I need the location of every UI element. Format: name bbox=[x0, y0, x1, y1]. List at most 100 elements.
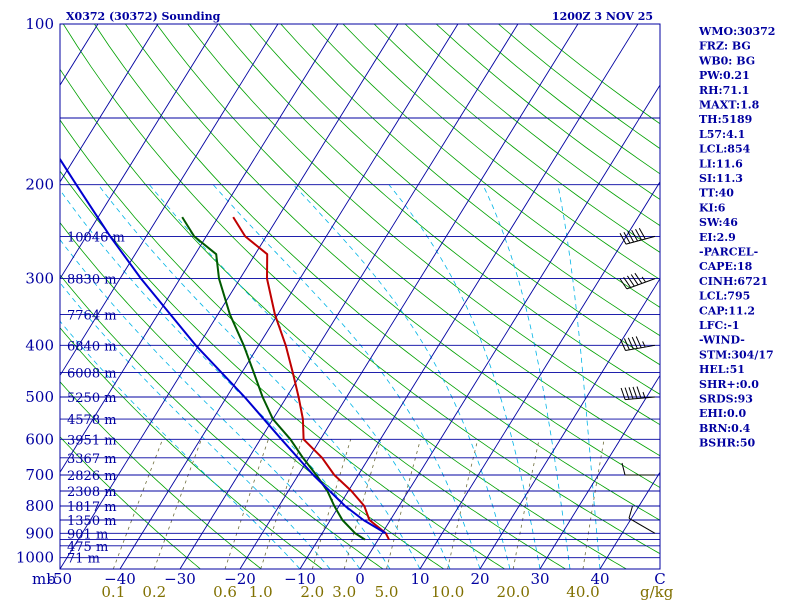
height-label: 2826 m bbox=[67, 469, 117, 484]
wind-barb-feather bbox=[627, 337, 634, 350]
moist-adiabat-line bbox=[97, 184, 421, 569]
temperature-tick-label: C bbox=[654, 570, 665, 588]
dry-adiabat-line bbox=[187, 24, 660, 426]
isotherm-line bbox=[60, 24, 339, 474]
isotherm-line bbox=[0, 24, 38, 569]
height-label: 3367 m bbox=[67, 452, 117, 467]
isotherm-line bbox=[479, 277, 660, 569]
mixing-ratio-line bbox=[153, 439, 202, 569]
dry-adiabat-line bbox=[249, 24, 660, 366]
height-label: 5250 m bbox=[67, 391, 117, 406]
height-label: 10046 m bbox=[67, 230, 125, 245]
wind-barb-feather bbox=[638, 227, 646, 240]
mixing-ratio-label: 40.0 bbox=[566, 583, 599, 600]
height-label: 71 m bbox=[67, 552, 100, 567]
temperature-tick-label: 10 bbox=[410, 570, 429, 588]
isotherm-line bbox=[60, 24, 279, 377]
index-entry: BSHR:50 bbox=[699, 437, 755, 450]
index-entry: LCL:795 bbox=[699, 290, 750, 303]
wind-barb bbox=[628, 506, 656, 534]
index-entry: L57:4.1 bbox=[699, 128, 745, 141]
moist-adiabats bbox=[60, 184, 601, 569]
pressure-tick-label: 400 bbox=[25, 336, 54, 354]
temperature-tick-label: −20 bbox=[224, 570, 256, 588]
temperature-profile bbox=[232, 216, 390, 541]
temperature-tick-label: −10 bbox=[284, 570, 316, 588]
height-label: 1350 m bbox=[67, 514, 117, 529]
pressure-tick-label: 700 bbox=[25, 466, 54, 484]
isotherm-line bbox=[539, 374, 660, 569]
station-title: X0372 (30372) Sounding bbox=[66, 10, 221, 23]
parcel-profile bbox=[60, 157, 387, 535]
moist-adiabat-line bbox=[293, 184, 511, 569]
dry-adiabats bbox=[60, 24, 660, 569]
index-entry: WMO:30372 bbox=[698, 25, 775, 38]
index-entry: BRN:0.4 bbox=[699, 422, 751, 435]
temperature-tick-label: 40 bbox=[590, 570, 609, 588]
isotherm-line bbox=[239, 24, 579, 569]
mixing-ratio-line bbox=[311, 439, 352, 569]
moist-adiabat-line bbox=[557, 184, 601, 569]
isotherm-line bbox=[119, 24, 459, 569]
index-entry: FRZ: BG bbox=[699, 40, 751, 53]
wind-barb-feather bbox=[619, 338, 626, 351]
height-label: 901 m bbox=[67, 527, 108, 542]
mixing-ratio-unit-label: g/kg bbox=[640, 583, 674, 600]
index-entry: TT:40 bbox=[699, 187, 734, 200]
wind-barb-staff bbox=[628, 517, 656, 534]
wind-barb-feather bbox=[630, 274, 639, 286]
moist-adiabat-line bbox=[60, 282, 331, 569]
index-entry: WB0: BG bbox=[698, 54, 755, 67]
wind-barb bbox=[619, 227, 656, 245]
wind-barb-feather bbox=[623, 338, 630, 351]
dry-adiabat-line bbox=[60, 436, 201, 569]
pressure-tick-label: 100 bbox=[25, 15, 54, 33]
wind-barb bbox=[620, 386, 656, 401]
dry-adiabat-line bbox=[60, 222, 445, 569]
wind-barb-half-feather bbox=[641, 276, 647, 283]
index-entry: LFC:-1 bbox=[699, 319, 740, 332]
height-label: 475 m bbox=[67, 540, 108, 555]
wind-barb-feather bbox=[631, 229, 639, 242]
index-entry: STM:304/17 bbox=[699, 348, 774, 361]
mixing-ratio-label: 20.0 bbox=[497, 583, 530, 600]
pressure-tick-label: 300 bbox=[25, 270, 54, 288]
moist-adiabat-line bbox=[388, 184, 541, 569]
pressure-tick-label: 200 bbox=[25, 176, 54, 194]
dry-adiabat-line bbox=[342, 24, 660, 281]
wind-barbs bbox=[619, 227, 656, 534]
dry-adiabat-line bbox=[60, 68, 627, 569]
index-entry: CAP:11.2 bbox=[699, 304, 755, 317]
isobars bbox=[60, 117, 660, 569]
height-label: 6008 m bbox=[67, 367, 117, 382]
index-entry: SI:11.3 bbox=[699, 172, 743, 185]
wind-barb-feather bbox=[619, 233, 627, 245]
wind-barb-feather bbox=[635, 228, 642, 241]
dry-adiabat-line bbox=[62, 24, 660, 555]
isotherm-line bbox=[60, 24, 219, 280]
index-entry: MAXT:1.8 bbox=[699, 99, 760, 112]
dry-adiabat-line bbox=[311, 24, 660, 308]
wind-barb-feather bbox=[628, 387, 634, 400]
wind-barb-staff bbox=[626, 278, 656, 290]
index-entry: -PARCEL- bbox=[699, 246, 758, 259]
wind-barb-feather bbox=[634, 272, 643, 284]
wind-barb bbox=[621, 462, 656, 476]
pressure-tick-label: 1000 bbox=[16, 549, 54, 567]
index-entry: CINH:6721 bbox=[699, 275, 768, 288]
mixing-ratio-label: 5.0 bbox=[375, 583, 399, 600]
pressure-tick-label: 900 bbox=[25, 524, 54, 542]
height-label: 6840 m bbox=[67, 339, 117, 354]
valid-time: 1200Z 3 NOV 25 bbox=[552, 10, 653, 23]
temperature-tick-label: 20 bbox=[470, 570, 489, 588]
dry-adiabat-line bbox=[60, 170, 505, 569]
dry-adiabat-line bbox=[60, 381, 262, 569]
wind-barb-staff bbox=[625, 235, 656, 245]
height-label: 2308 m bbox=[67, 485, 117, 500]
mixing-ratio-label: 10.0 bbox=[431, 583, 464, 600]
wind-barb-feather bbox=[627, 231, 635, 243]
mixing-ratio-label: 2.0 bbox=[300, 583, 324, 600]
index-entry: RH:71.1 bbox=[699, 84, 749, 97]
